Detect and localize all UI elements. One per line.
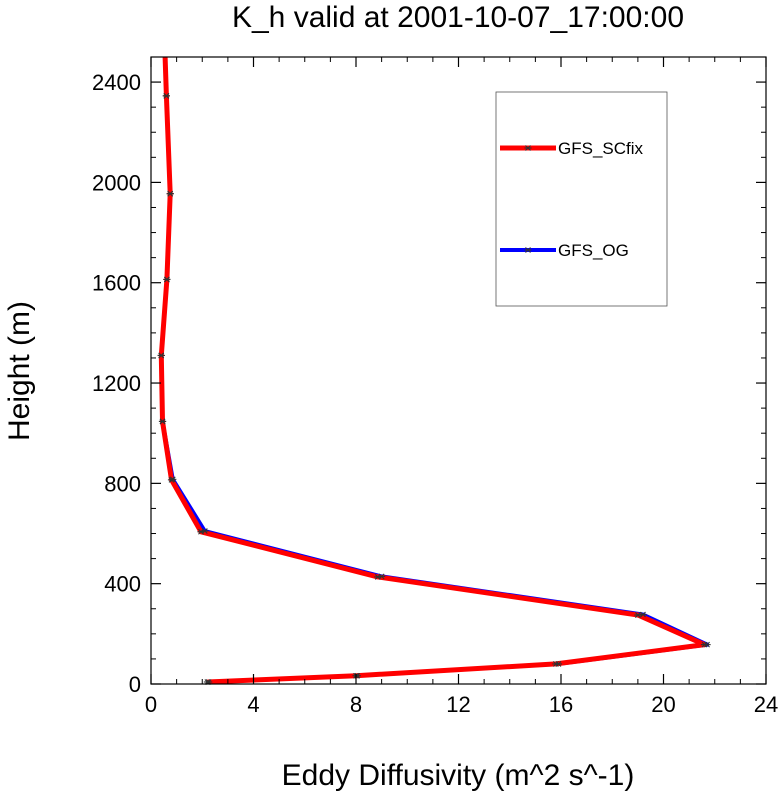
- y-tick-label: 2000: [92, 170, 141, 195]
- data-point-gfs-scfix: [158, 418, 167, 425]
- x-tick-label: 0: [145, 692, 157, 717]
- legend-label-gfs-scfix: GFS_SCfix: [558, 139, 644, 158]
- legend-label-gfs-og: GFS_OG: [558, 241, 629, 260]
- legend-box: [495, 91, 668, 307]
- data-point-gfs-scfix: [634, 612, 642, 618]
- x-tick-label: 16: [549, 692, 573, 717]
- data-point-gfs-scfix: [552, 661, 560, 667]
- x-axis-label: Eddy Diffusivity (m^2 s^-1): [282, 759, 635, 792]
- x-tick-label: 8: [350, 692, 362, 717]
- data-point-gfs-scfix: [157, 352, 165, 359]
- data-point-gfs-scfix: [197, 528, 205, 535]
- plot-frame: [150, 56, 767, 685]
- x-tick-label: 12: [446, 692, 470, 717]
- chart-title: K_h valid at 2001-10-07_17:00:00: [232, 1, 684, 34]
- data-point-gfs-scfix: [162, 92, 170, 99]
- y-tick-label: 1600: [92, 271, 141, 296]
- legend-marker-gfs-og: [524, 247, 532, 253]
- data-point-gfs-scfix: [374, 573, 382, 580]
- data-point-gfs-scfix: [700, 641, 709, 648]
- y-tick-label: 2400: [92, 70, 141, 95]
- x-tick-label: 24: [754, 692, 778, 717]
- series-line-gfs-scfix: [158, 56, 707, 685]
- data-point-gfs-scfix: [166, 190, 174, 197]
- x-tick-label: 20: [651, 692, 675, 717]
- y-axis-label: Height (m): [3, 301, 36, 441]
- legend-marker-gfs-scfix: [524, 145, 532, 151]
- y-tick-label: 1200: [92, 371, 141, 396]
- y-tick-label: 0: [129, 672, 141, 697]
- y-tick-label: 800: [104, 471, 141, 496]
- x-tick-label: 4: [247, 692, 259, 717]
- y-tick-label: 400: [104, 572, 141, 597]
- legend: GFS_SCfix GFS_OG: [495, 91, 668, 307]
- data-point-gfs-scfix: [167, 476, 176, 483]
- axis-ticks: 0 4 8 12 16 20 24 0 400 800 1200 1600 2000 2400: [92, 56, 778, 717]
- plot-area: [157, 56, 711, 685]
- data-point-gfs-scfix: [163, 276, 171, 283]
